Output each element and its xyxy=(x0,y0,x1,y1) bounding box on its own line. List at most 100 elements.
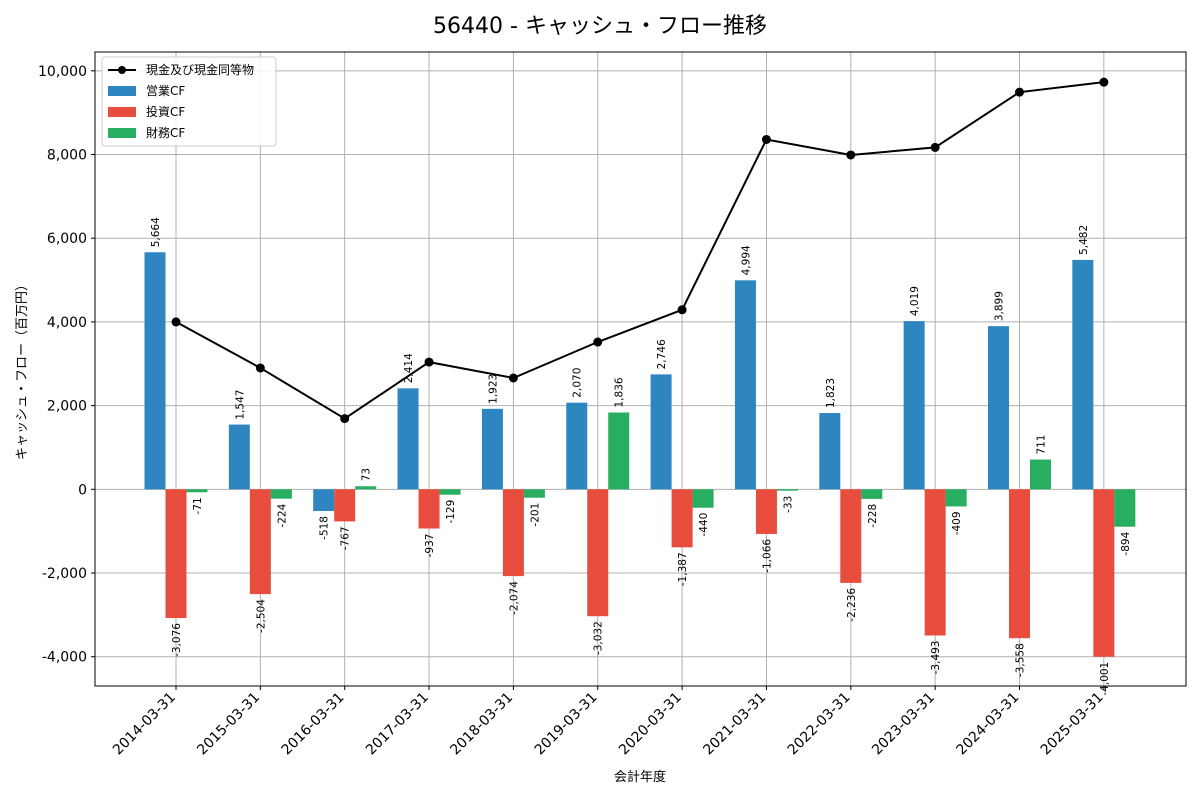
legend-label: 投資CF xyxy=(146,104,185,119)
bar-financing xyxy=(608,412,630,490)
cash-point xyxy=(930,142,940,152)
bar-value-label: 5,482 xyxy=(1078,225,1090,255)
bar-value-label: 711 xyxy=(1036,435,1048,455)
bar-value-label: 3,899 xyxy=(994,291,1006,321)
bar-investing xyxy=(840,489,862,583)
x-tick-label: 2014-03-31 xyxy=(110,690,179,759)
bar-operating xyxy=(481,408,503,490)
bar-value-label: -3,493 xyxy=(930,640,942,674)
cash-point xyxy=(761,134,771,144)
bar-operating xyxy=(397,388,419,490)
bar-value-label: -228 xyxy=(867,504,879,528)
x-tick-label: 2025-03-31 xyxy=(1038,690,1107,759)
x-tick-label: 2015-03-31 xyxy=(194,690,263,759)
bar-financing xyxy=(270,489,292,499)
legend-marker xyxy=(118,66,126,74)
bar-value-label: 5,664 xyxy=(150,217,162,247)
bar-value-label: -518 xyxy=(319,516,331,540)
bar-value-label: -129 xyxy=(445,500,457,524)
bar-investing xyxy=(249,489,271,595)
bar-operating xyxy=(903,321,925,490)
bar-value-label: 2,070 xyxy=(572,368,584,398)
y-tick-label: -4,000 xyxy=(42,650,87,666)
bar-value-label: -937 xyxy=(424,534,436,558)
bar-investing xyxy=(1009,489,1030,639)
chart-title: 56440 - キャッシュ・フロー推移 xyxy=(433,14,767,39)
bar-value-label: -3,032 xyxy=(593,621,605,655)
bar-investing xyxy=(1093,489,1115,657)
x-tick-label: 2020-03-31 xyxy=(616,690,685,759)
bar-value-label: 4,994 xyxy=(740,245,752,275)
cash-point xyxy=(424,357,434,367)
cash-point xyxy=(677,305,687,315)
bar-operating xyxy=(988,326,1009,490)
bar-value-label: 2,746 xyxy=(656,339,668,369)
x-tick-label: 2016-03-31 xyxy=(279,690,348,759)
cash-point xyxy=(171,317,181,327)
bar-value-label: -409 xyxy=(951,511,963,535)
bar-value-label: 1,836 xyxy=(614,377,626,407)
bar-investing xyxy=(671,489,693,548)
bar-value-label: -1,387 xyxy=(677,552,689,586)
bar-value-label: 1,547 xyxy=(234,390,246,420)
bar-investing xyxy=(755,489,777,534)
bar-value-label: -1,066 xyxy=(761,539,773,573)
y-tick-label: 8,000 xyxy=(47,148,87,164)
bar-financing xyxy=(945,489,967,507)
bar-financing xyxy=(523,489,545,498)
legend-swatch xyxy=(108,86,136,96)
bar-investing xyxy=(924,489,946,636)
bar-financing xyxy=(692,489,714,508)
cash-point xyxy=(593,337,603,347)
cash-point xyxy=(508,373,518,383)
y-tick-label: 2,000 xyxy=(47,399,87,415)
bar-financing xyxy=(861,489,883,499)
bar-value-label: -4,001 xyxy=(1099,662,1111,696)
bar-financing xyxy=(1114,489,1136,527)
legend-label: 現金及び現金同等物 xyxy=(146,62,254,77)
legend-swatch xyxy=(108,128,136,138)
x-axis-label: 会計年度 xyxy=(614,769,666,785)
legend-box xyxy=(101,56,277,147)
bar-value-label: -440 xyxy=(698,513,710,537)
bar-operating xyxy=(650,374,672,490)
bar-value-label: -201 xyxy=(529,503,541,527)
legend-label: 財務CF xyxy=(146,125,185,140)
bar-labels: 5,664 1,547 -518 2,414 1,923 2,070 2,746 4,994 1… xyxy=(150,217,1132,696)
bar-value-label: -71 xyxy=(192,497,204,514)
bar-value-label: 2,414 xyxy=(403,353,415,383)
bar-operating xyxy=(819,413,841,490)
bar-operating xyxy=(734,280,756,490)
cash-point xyxy=(1015,87,1024,97)
bar-value-label: -767 xyxy=(340,526,352,550)
bar-value-label: -3,076 xyxy=(171,623,183,657)
x-tick-label: 2022-03-31 xyxy=(785,690,854,759)
y-axis-label: キャッシュ・フロー（百万円） xyxy=(15,278,30,460)
cash-point xyxy=(846,150,856,160)
x-tick-label: 2021-03-31 xyxy=(700,690,769,759)
x-tick-label: 2023-03-31 xyxy=(869,690,938,759)
bar-value-label: -3,558 xyxy=(1015,643,1027,677)
y-tick-label: 10,000 xyxy=(38,64,87,80)
bar-financing xyxy=(439,489,461,495)
bar-financing xyxy=(776,489,798,491)
bar-investing xyxy=(334,489,356,522)
bar-value-label: 1,923 xyxy=(487,374,499,404)
bar-financing xyxy=(355,486,377,490)
x-tick-label: 2019-03-31 xyxy=(532,690,601,759)
cash-point xyxy=(255,363,265,373)
cash-equivalents-line xyxy=(175,81,1104,420)
legend-label: 営業CF xyxy=(146,84,185,98)
x-tick-label: 2024-03-31 xyxy=(953,690,1022,759)
y-tick-label: 4,000 xyxy=(47,315,87,331)
legend-swatch xyxy=(108,107,136,117)
cash-line xyxy=(171,77,1109,424)
bar-value-label: 1,823 xyxy=(825,378,837,408)
bar-financing xyxy=(186,489,208,493)
bar-value-label: 4,019 xyxy=(909,286,921,316)
y-tick-label: 6,000 xyxy=(47,231,87,247)
bar-value-label: -2,504 xyxy=(255,599,267,633)
bar-operating xyxy=(313,489,335,511)
